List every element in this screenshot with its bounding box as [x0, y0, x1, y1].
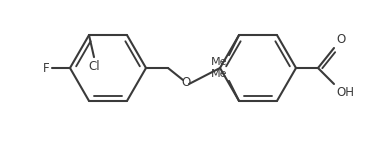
- Text: Me: Me: [210, 69, 227, 79]
- Text: F: F: [43, 61, 50, 75]
- Text: O: O: [181, 76, 190, 88]
- Text: Cl: Cl: [88, 60, 100, 73]
- Text: O: O: [336, 33, 345, 46]
- Text: Me: Me: [210, 57, 227, 67]
- Text: OH: OH: [336, 86, 354, 99]
